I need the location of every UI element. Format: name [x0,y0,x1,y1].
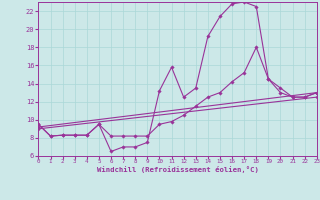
X-axis label: Windchill (Refroidissement éolien,°C): Windchill (Refroidissement éolien,°C) [97,166,259,173]
